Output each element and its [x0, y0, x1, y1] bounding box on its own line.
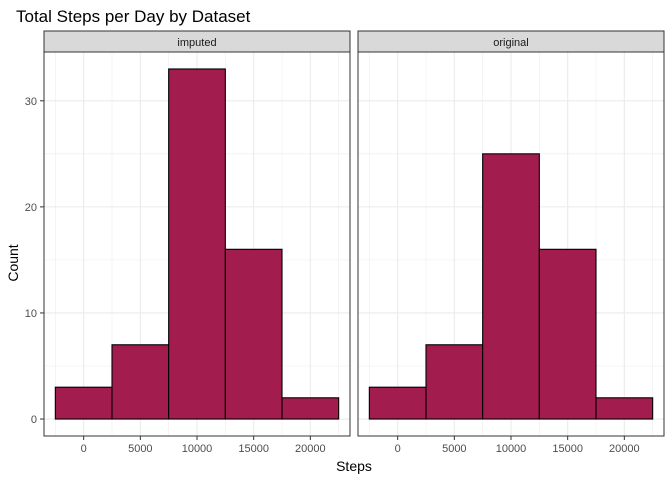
chart-title: Total Steps per Day by Dataset: [16, 7, 251, 26]
histogram-bar: [595, 397, 654, 420]
histogram-bar: [168, 68, 226, 420]
histogram-bar: [425, 344, 484, 420]
x-tick-label: 15000: [552, 443, 583, 455]
x-tick-label: 0: [81, 443, 87, 455]
x-tick-label: 5000: [128, 443, 152, 455]
histogram-bar: [111, 344, 170, 420]
x-tick-label: 20000: [295, 443, 326, 455]
y-axis: 0 10 20 30: [25, 96, 44, 426]
x-tick-label: 5000: [442, 443, 466, 455]
y-axis-title: Count: [5, 244, 21, 281]
histogram-bar: [538, 248, 597, 420]
histogram-bar: [281, 397, 340, 420]
histogram-bar: [482, 153, 540, 420]
facet-strip-label: original: [493, 37, 528, 49]
y-tick-label: 30: [25, 96, 37, 108]
y-tick-label: 20: [25, 202, 37, 214]
facet-panels: imputed 0 5000 10000 15000 20000 original 0 5000…: [43, 30, 665, 455]
facet-strip-label: imputed: [177, 37, 216, 49]
x-tick-label: 15000: [238, 443, 269, 455]
histogram-bar: [224, 248, 283, 420]
facet-panel-imputed: imputed 0 5000 10000 15000 20000: [43, 30, 351, 455]
x-axis-title: Steps: [336, 458, 372, 474]
histogram-bar: [54, 386, 113, 420]
histogram-bar: [368, 386, 427, 420]
x-tick-label: 20000: [609, 443, 640, 455]
y-tick-label: 10: [25, 308, 37, 320]
x-tick-label: 10000: [182, 443, 213, 455]
x-tick-label: 10000: [496, 443, 527, 455]
x-tick-label: 0: [395, 443, 401, 455]
y-tick-label: 0: [31, 414, 37, 426]
facet-panel-original: original 0 5000 10000 15000 20000: [357, 30, 665, 455]
